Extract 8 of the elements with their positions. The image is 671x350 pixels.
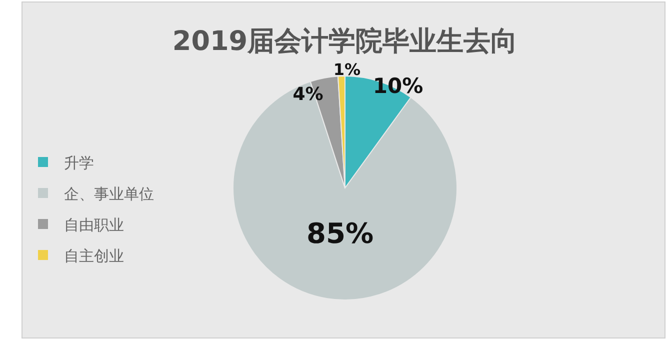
data-label: 4% bbox=[292, 84, 324, 105]
legend-label: 企、事业单位 bbox=[64, 185, 154, 203]
legend-label: 升学 bbox=[64, 154, 94, 172]
legend-label: 自由职业 bbox=[64, 216, 124, 234]
legend-label: 自主创业 bbox=[64, 247, 124, 265]
data-label: 85% bbox=[306, 217, 374, 250]
data-label: 1% bbox=[333, 60, 361, 79]
chart-title: 2019届会计学院毕业生去向 bbox=[172, 26, 518, 57]
